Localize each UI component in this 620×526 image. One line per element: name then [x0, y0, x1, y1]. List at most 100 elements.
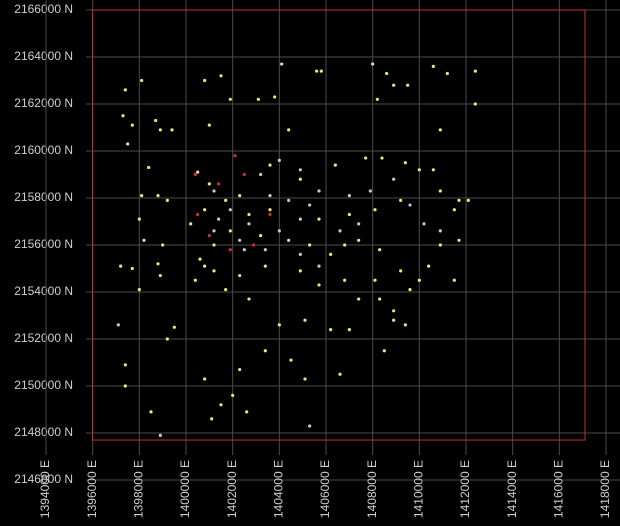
- point: [212, 229, 216, 233]
- point: [238, 367, 242, 372]
- point: [219, 403, 223, 407]
- point: [382, 349, 386, 353]
- point: [263, 264, 267, 268]
- point: [308, 203, 312, 207]
- point: [392, 177, 396, 181]
- point: [319, 69, 323, 73]
- point: [473, 102, 477, 106]
- point: [298, 252, 302, 256]
- point: [189, 222, 193, 226]
- point: [329, 252, 333, 256]
- y-tick-label: 2166000 N: [14, 2, 73, 16]
- point: [203, 377, 207, 381]
- point: [317, 283, 321, 287]
- point: [457, 198, 461, 202]
- point: [207, 123, 211, 127]
- point: [403, 323, 407, 327]
- point: [298, 168, 302, 172]
- point: [238, 273, 242, 278]
- point: [333, 163, 337, 167]
- point: [217, 217, 221, 221]
- point: [242, 172, 246, 177]
- point: [422, 222, 426, 226]
- point: [198, 257, 202, 261]
- point: [457, 238, 461, 242]
- point: [259, 234, 263, 238]
- point: [228, 97, 232, 101]
- point: [210, 417, 214, 421]
- point: [137, 288, 141, 292]
- point: [452, 278, 456, 282]
- point: [417, 168, 421, 172]
- point: [203, 78, 207, 83]
- x-tick-label: 1410000 E: [412, 460, 426, 518]
- point: [277, 323, 281, 327]
- point: [298, 269, 302, 273]
- point: [245, 410, 249, 414]
- point: [247, 297, 251, 301]
- point: [147, 165, 151, 170]
- point: [121, 114, 125, 118]
- point: [280, 62, 284, 66]
- point: [392, 318, 396, 322]
- point: [343, 243, 347, 247]
- point: [203, 208, 207, 212]
- point: [347, 212, 351, 217]
- point: [338, 229, 342, 233]
- point: [158, 433, 162, 437]
- point: [399, 269, 403, 273]
- point: [165, 198, 169, 202]
- point: [357, 222, 361, 226]
- point: [277, 158, 281, 162]
- point: [380, 156, 384, 160]
- point: [207, 182, 211, 186]
- point: [123, 384, 127, 388]
- point: [403, 161, 407, 165]
- point: [445, 71, 449, 76]
- point: [137, 217, 141, 221]
- point: [417, 278, 421, 282]
- point: [438, 229, 442, 233]
- point: [466, 198, 470, 202]
- point: [154, 118, 158, 123]
- point: [364, 156, 368, 160]
- point: [156, 194, 160, 198]
- x-tick-label: 1396000 E: [85, 460, 99, 518]
- point: [303, 377, 307, 381]
- x-tick-label: 1404000 E: [272, 460, 286, 518]
- point: [317, 217, 321, 221]
- x-tick-label: 1414000 E: [505, 460, 519, 518]
- point: [263, 248, 267, 252]
- point: [371, 62, 375, 66]
- y-tick-label: 2160000 N: [14, 143, 73, 157]
- point: [268, 208, 272, 212]
- y-tick-label: 2154000 N: [14, 284, 73, 298]
- point: [130, 266, 134, 271]
- y-tick-label: 2150000 N: [14, 378, 73, 392]
- x-tick-label: 1398000 E: [132, 460, 146, 518]
- point: [142, 238, 146, 242]
- point: [165, 337, 169, 341]
- point: [196, 170, 200, 174]
- point: [287, 128, 291, 132]
- point: [233, 154, 237, 158]
- point: [406, 83, 410, 87]
- point: [252, 243, 256, 247]
- point: [228, 208, 232, 212]
- point: [303, 318, 307, 322]
- point: [431, 64, 435, 68]
- point: [287, 198, 291, 202]
- point: [408, 288, 412, 292]
- point: [217, 182, 221, 186]
- point: [408, 203, 412, 207]
- point: [126, 142, 130, 146]
- point: [130, 123, 134, 127]
- x-tick-label: 1402000 E: [225, 460, 239, 518]
- point: [357, 238, 361, 242]
- x-tick-label: 1418000 E: [598, 460, 612, 518]
- x-tick-label: 1394000 E: [38, 460, 52, 518]
- point: [268, 212, 272, 217]
- point: [212, 189, 216, 193]
- point: [224, 288, 228, 292]
